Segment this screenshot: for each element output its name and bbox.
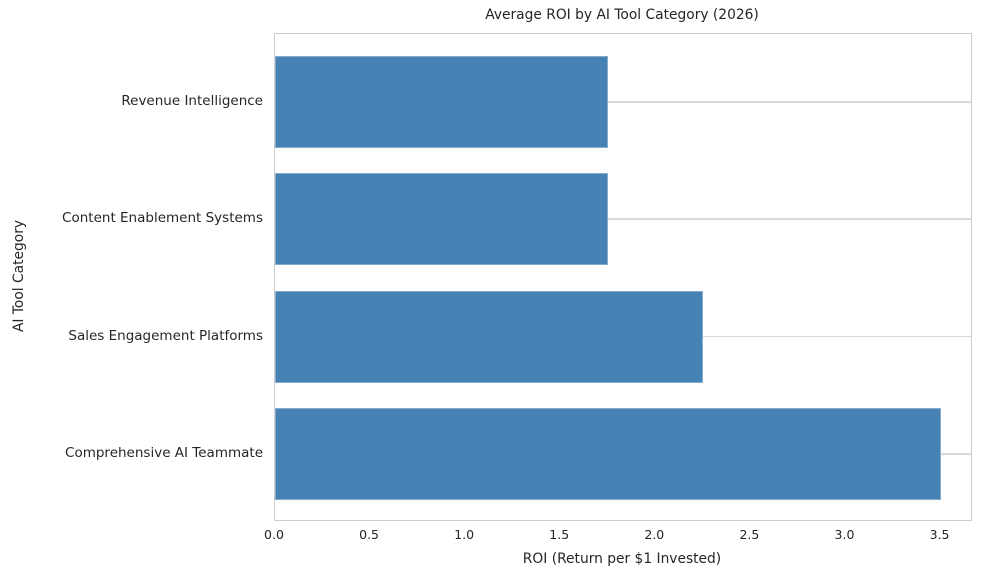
chart-title: Average ROI by AI Tool Category (2026) bbox=[485, 7, 759, 23]
plot-area bbox=[274, 33, 972, 521]
x-tick-label-2.0: 2.0 bbox=[644, 527, 665, 542]
y-tick-labels: Revenue Intelligence Content Enablement S… bbox=[0, 33, 263, 519]
x-tick-label-2.5: 2.5 bbox=[739, 527, 760, 542]
bar-revenue-intelligence bbox=[275, 56, 608, 148]
y-tick-label-sales-engagement-platforms: Sales Engagement Platforms bbox=[68, 327, 263, 344]
bar-comprehensive-ai-teammate bbox=[275, 407, 941, 500]
gridline bbox=[275, 101, 971, 103]
x-tick-label-1.0: 1.0 bbox=[454, 527, 475, 542]
gridline bbox=[275, 218, 971, 221]
y-tick-label-comprehensive-ai-teammate: Comprehensive AI Teammate bbox=[65, 444, 263, 461]
x-tick-label-1.5: 1.5 bbox=[549, 527, 570, 542]
x-tick-label-3.5: 3.5 bbox=[929, 527, 950, 542]
bar-content-enablement-systems bbox=[275, 173, 608, 266]
x-tick-label-3.0: 3.0 bbox=[834, 527, 855, 542]
bar-sales-engagement-platforms bbox=[275, 290, 703, 383]
y-tick-label-content-enablement-systems: Content Enablement Systems bbox=[62, 210, 263, 227]
x-tick-labels: 0.0 0.5 1.0 1.5 2.0 2.5 3.0 3.5 bbox=[264, 527, 970, 545]
x-axis-label: ROI (Return per $1 Invested) bbox=[522, 551, 722, 567]
x-tick-label-0.0: 0.0 bbox=[264, 527, 284, 542]
y-tick-label-revenue-intelligence: Revenue Intelligence bbox=[121, 93, 263, 109]
x-tick-label-0.5: 0.5 bbox=[359, 527, 380, 542]
